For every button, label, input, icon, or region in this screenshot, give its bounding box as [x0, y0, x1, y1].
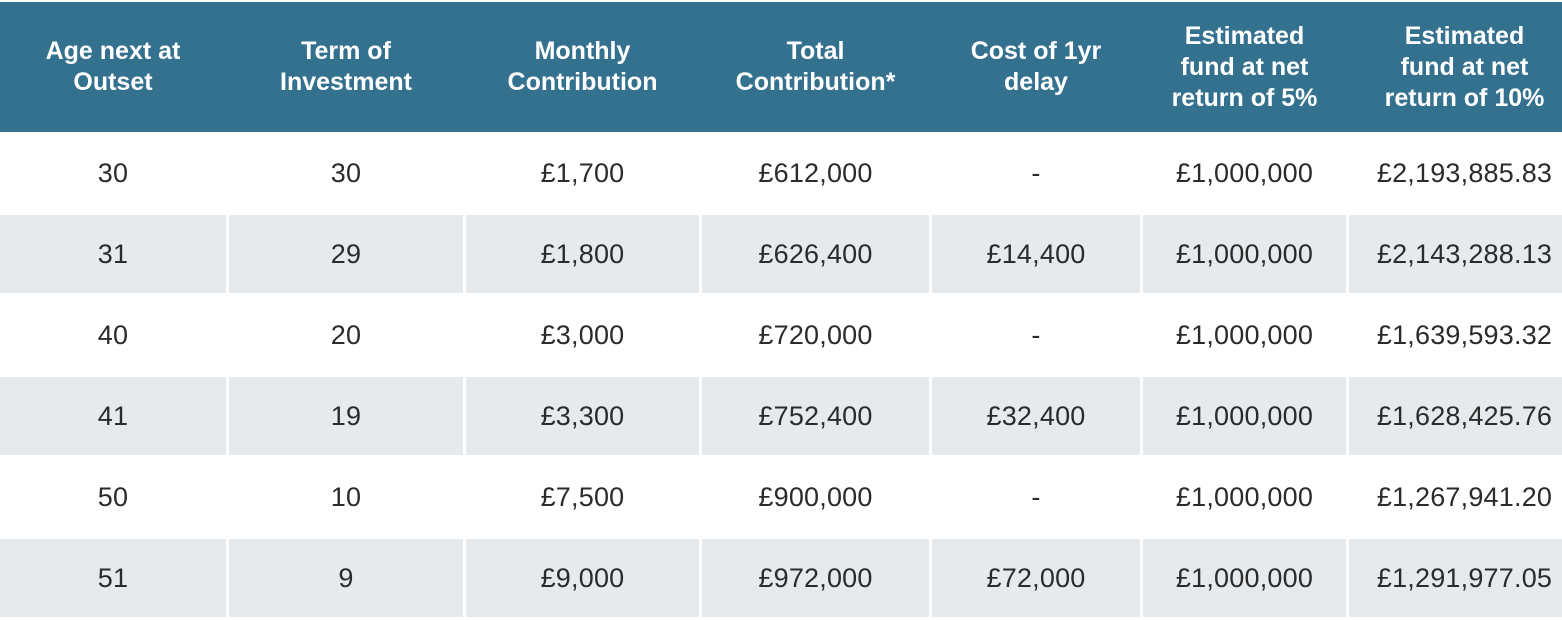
cell-fund-5: £1,000,000	[1143, 539, 1346, 617]
cell-monthly: £3,300	[466, 377, 699, 455]
cell-total: £720,000	[702, 296, 929, 374]
table-row: 50 10 £7,500 £900,000 - £1,000,000 £1,26…	[0, 458, 1562, 536]
cell-fund-10: £1,639,593.32	[1349, 296, 1562, 374]
cell-monthly: £1,800	[466, 215, 699, 293]
cell-fund-5: £1,000,000	[1143, 296, 1346, 374]
cell-total: £626,400	[702, 215, 929, 293]
cell-total: £900,000	[702, 458, 929, 536]
header-monthly: Monthly Contribution	[507, 37, 658, 96]
cell-delay-cost: -	[932, 458, 1140, 536]
cell-age: 40	[0, 296, 226, 374]
header-delay-cost: Cost of 1yr delay	[970, 37, 1102, 96]
cell-term: 29	[229, 215, 463, 293]
cell-age: 31	[0, 215, 226, 293]
table-row: 31 29 £1,800 £626,400 £14,400 £1,000,000…	[0, 215, 1562, 293]
cell-total: £972,000	[702, 539, 929, 617]
cell-total: £612,000	[702, 134, 929, 212]
cell-fund-10: £1,628,425.76	[1349, 377, 1562, 455]
cell-fund-10: £2,193,885.83	[1349, 134, 1562, 212]
cell-monthly: £9,000	[466, 539, 699, 617]
table-row: 51 9 £9,000 £972,000 £72,000 £1,000,000 …	[0, 539, 1562, 617]
cell-delay-cost: £72,000	[932, 539, 1140, 617]
header-fund-5: Estimated fund at net return of 5%	[1171, 21, 1318, 112]
header-age: Age next at Outset	[45, 37, 181, 96]
cell-fund-5: £1,000,000	[1143, 134, 1346, 212]
header-fund-10: Estimated fund at net return of 10%	[1384, 21, 1545, 112]
cell-delay-cost: -	[932, 296, 1140, 374]
cell-delay-cost: £14,400	[932, 215, 1140, 293]
table-header: Age next at Outset Term of Investment Mo…	[0, 2, 1562, 132]
cell-term: 30	[229, 134, 463, 212]
cell-monthly: £3,000	[466, 296, 699, 374]
cell-term: 19	[229, 377, 463, 455]
cell-fund-5: £1,000,000	[1143, 458, 1346, 536]
cell-fund-10: £1,267,941.20	[1349, 458, 1562, 536]
table-body: 30 30 £1,700 £612,000 - £1,000,000 £2,19…	[0, 134, 1562, 620]
cell-fund-10: £2,143,288.13	[1349, 215, 1562, 293]
table-row: 30 30 £1,700 £612,000 - £1,000,000 £2,19…	[0, 134, 1562, 212]
cell-fund-5: £1,000,000	[1143, 215, 1346, 293]
cell-age: 41	[0, 377, 226, 455]
table-row: 41 19 £3,300 £752,400 £32,400 £1,000,000…	[0, 377, 1562, 455]
cell-age: 50	[0, 458, 226, 536]
cell-age: 51	[0, 539, 226, 617]
cell-total: £752,400	[702, 377, 929, 455]
header-total: Total Contribution*	[735, 37, 896, 96]
cell-delay-cost: -	[932, 134, 1140, 212]
cell-term: 9	[229, 539, 463, 617]
cell-fund-10: £1,291,977.05	[1349, 539, 1562, 617]
cell-delay-cost: £32,400	[932, 377, 1140, 455]
header-term: Term of Investment	[280, 37, 412, 96]
cell-fund-5: £1,000,000	[1143, 377, 1346, 455]
cell-monthly: £7,500	[466, 458, 699, 536]
cell-age: 30	[0, 134, 226, 212]
cell-term: 10	[229, 458, 463, 536]
table-row: 40 20 £3,000 £720,000 - £1,000,000 £1,63…	[0, 296, 1562, 374]
cell-term: 20	[229, 296, 463, 374]
cell-monthly: £1,700	[466, 134, 699, 212]
